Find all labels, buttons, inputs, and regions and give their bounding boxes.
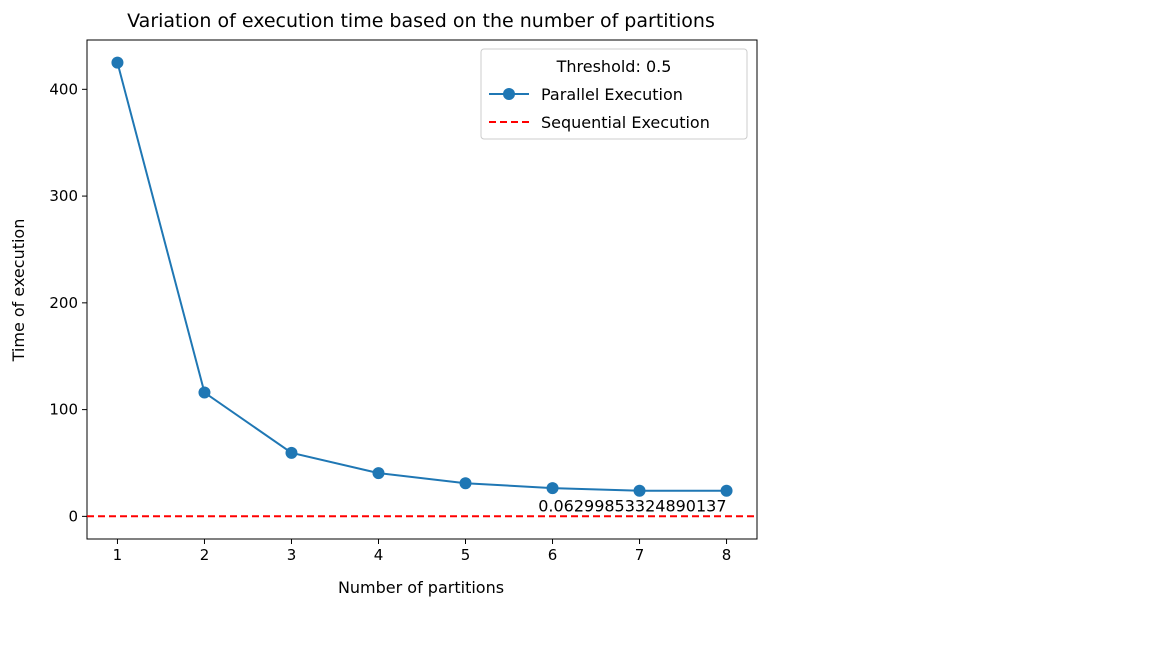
x-tick-label: 7 — [635, 546, 645, 564]
parallel-execution-point — [633, 484, 646, 497]
parallel-execution-point — [198, 386, 211, 399]
annotation-layer: 0.06299853324890137 — [538, 496, 726, 515]
series-layer — [87, 56, 757, 518]
y-tick-label: 100 — [49, 401, 78, 419]
chart-title: Variation of execution time based on the… — [127, 10, 715, 32]
parallel-execution-point — [285, 446, 298, 459]
parallel-execution-line — [116, 62, 727, 492]
parallel-execution-point — [372, 467, 385, 480]
x-axis-label: Number of partitions — [338, 578, 504, 597]
y-tick-label: 0 — [68, 507, 78, 525]
plot-frame — [86, 39, 758, 540]
x-tick-label: 5 — [461, 546, 471, 564]
legend-swatch-parallel-marker — [503, 88, 515, 100]
parallel-execution-point — [111, 56, 124, 69]
sequential-time-annotation: 0.06299853324890137 — [538, 496, 726, 515]
legend-entry-parallel-execution: Parallel Execution — [541, 85, 683, 104]
legend: Threshold: 0.5 Parallel Execution Sequen… — [480, 48, 748, 140]
legend-entry-sequential-execution: Sequential Execution — [541, 113, 710, 132]
y-tick-label: 400 — [49, 80, 78, 98]
x-tick-label: 1 — [113, 546, 123, 564]
legend-title: Threshold: 0.5 — [556, 57, 672, 76]
parallel-execution-point — [459, 477, 472, 490]
x-tick-label: 2 — [200, 546, 210, 564]
legend-box — [480, 48, 748, 140]
x-tick-label: 3 — [287, 546, 297, 564]
y-axis-ticks: 0 100 200 300 400 — [49, 80, 87, 525]
parallel-execution-point — [720, 484, 733, 497]
x-tick-label: 6 — [548, 546, 558, 564]
x-tick-label: 8 — [722, 546, 732, 564]
x-tick-label: 4 — [374, 546, 384, 564]
x-axis-ticks: 1 2 3 4 5 6 7 8 — [113, 539, 732, 564]
y-tick-label: 200 — [49, 294, 78, 312]
parallel-execution-point — [546, 482, 559, 495]
plot-area — [86, 39, 758, 540]
y-tick-label: 300 — [49, 187, 78, 205]
y-axis-label: Time of execution — [9, 219, 28, 363]
